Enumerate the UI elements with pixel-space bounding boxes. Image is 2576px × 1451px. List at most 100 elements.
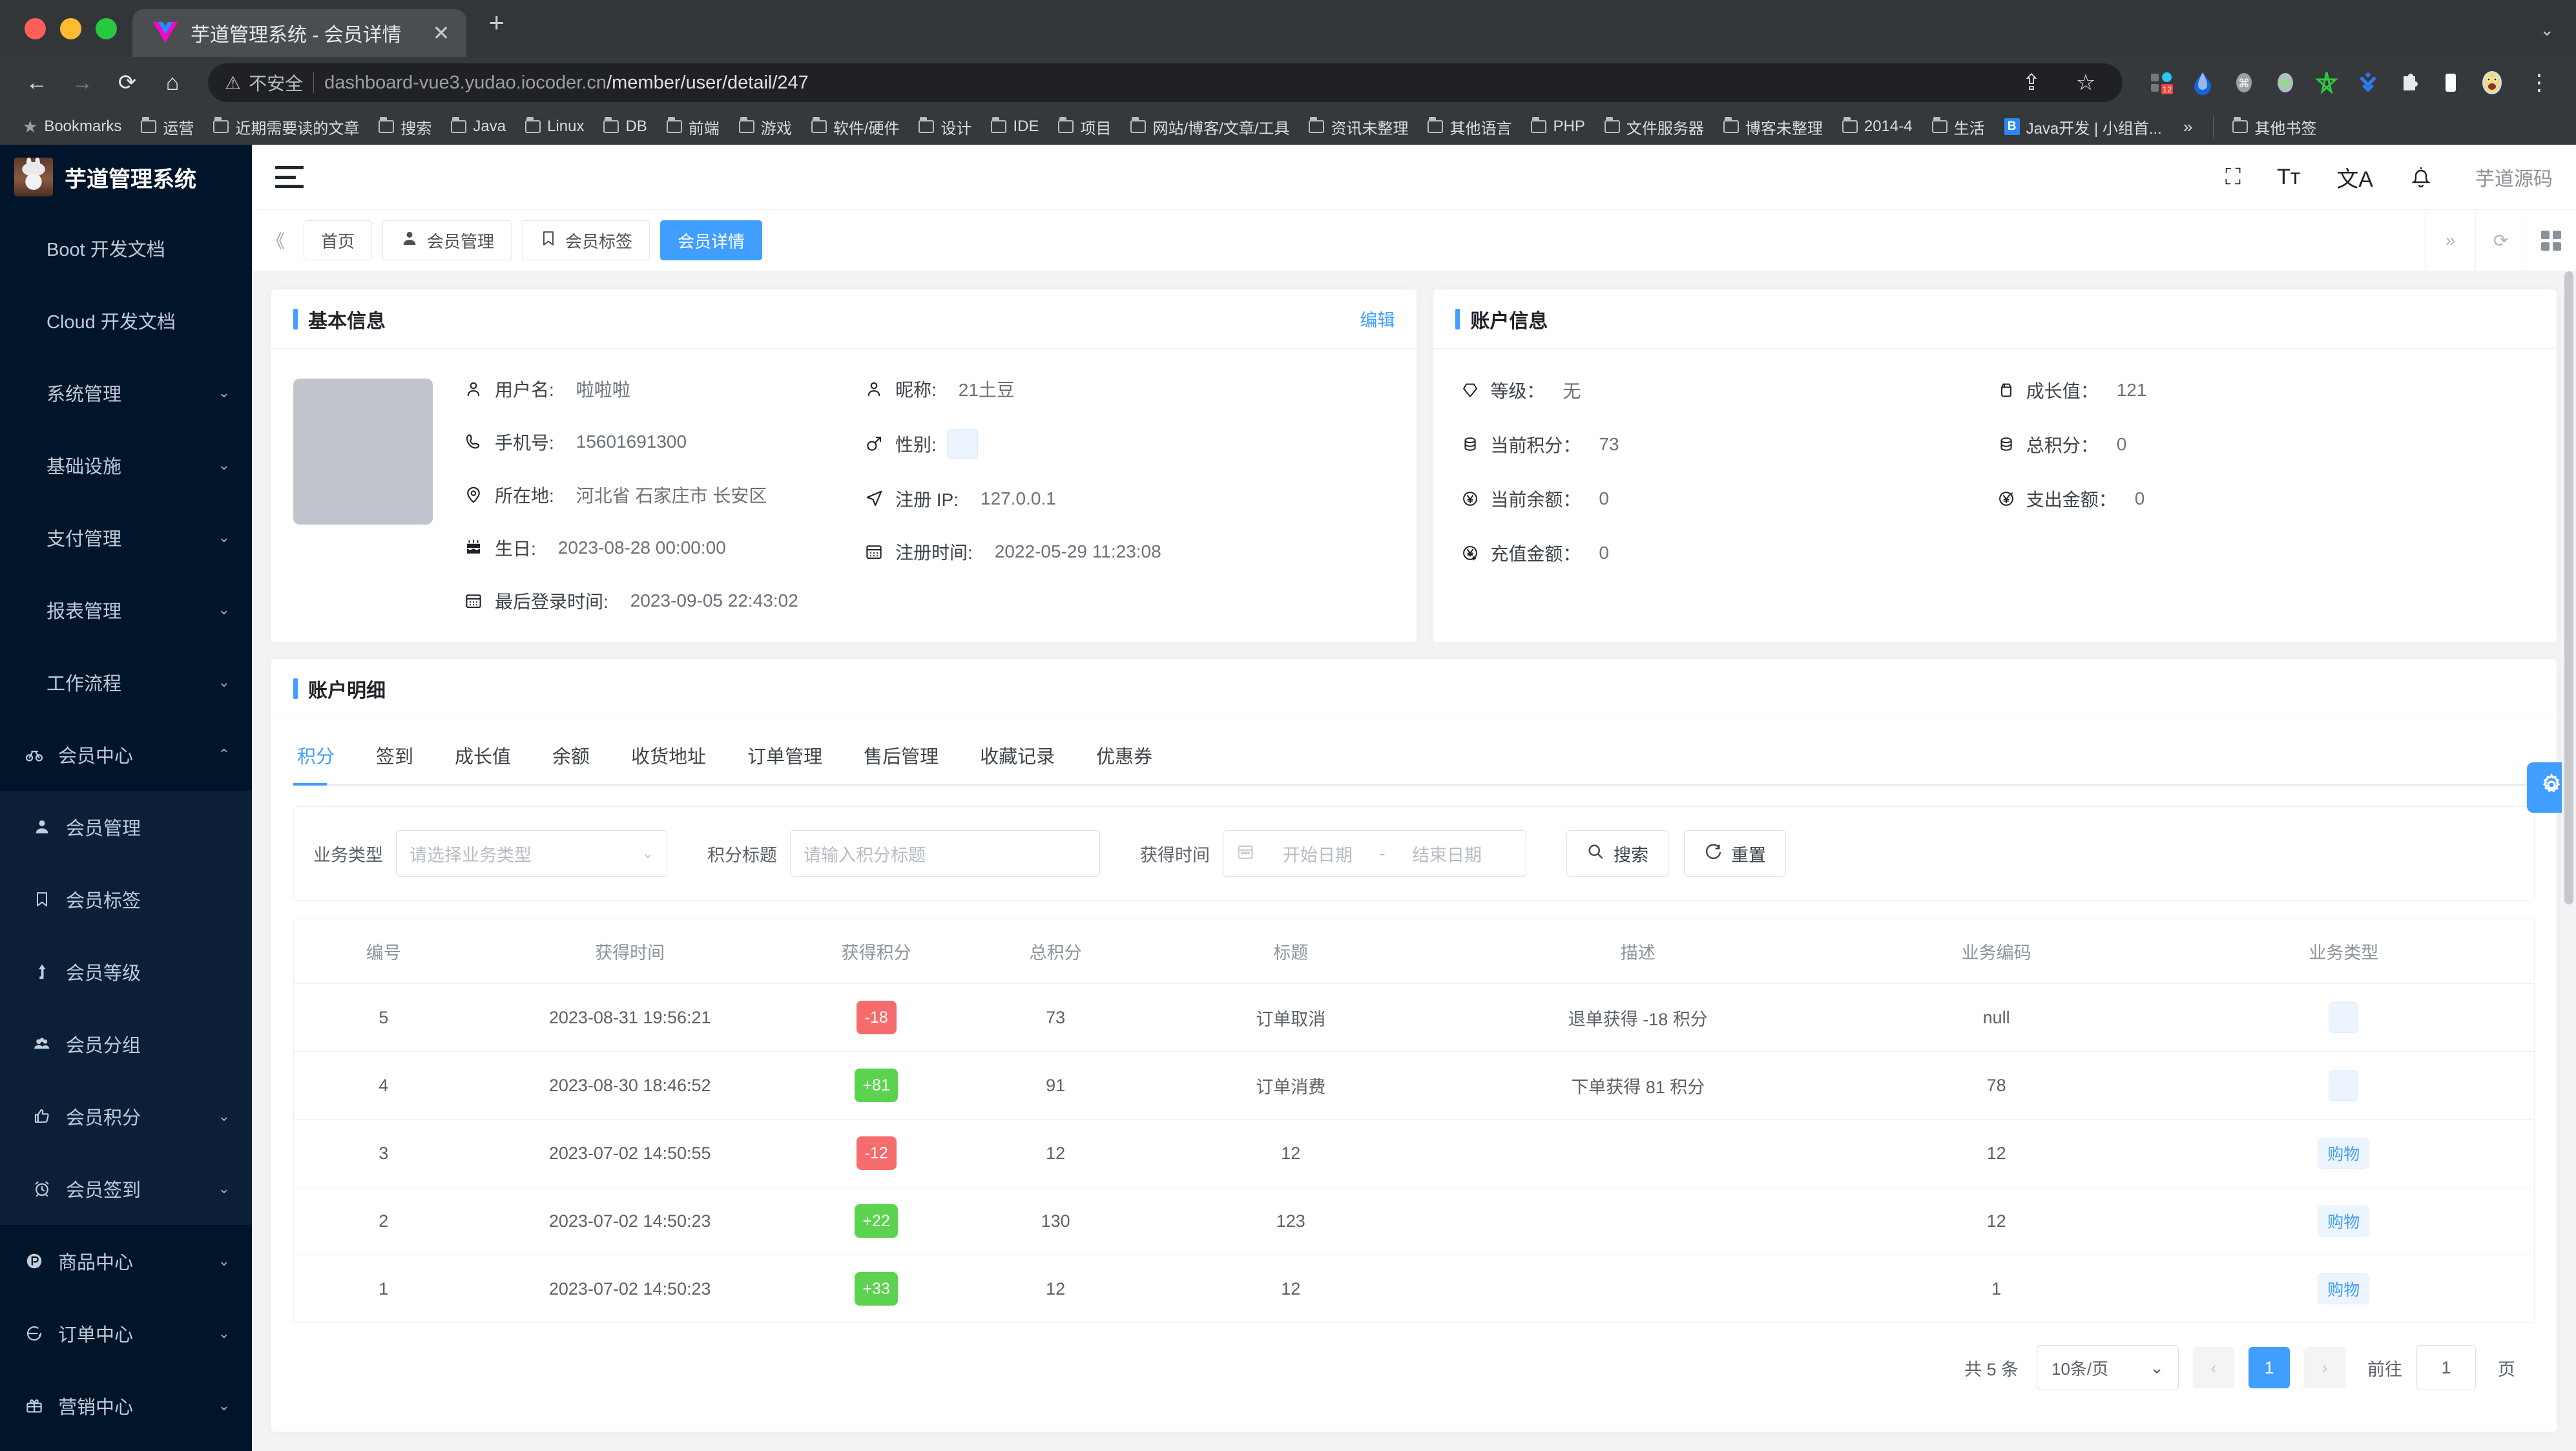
biztype-select[interactable]: 请选择业务类型 ⌄ — [396, 830, 667, 877]
browser-tab[interactable]: 芋道管理系统 - 会员详情 ✕ — [132, 9, 467, 57]
forward-icon[interactable]: → — [71, 70, 93, 95]
bookmark-folder[interactable]: 软件/硬件 — [803, 112, 908, 141]
sidebar-item-13[interactable]: 会员签到 ⌄ — [0, 1153, 252, 1225]
bookmarks-overflow-icon[interactable]: » — [2183, 116, 2193, 136]
sidebar-item-2[interactable]: 系统管理 ⌄ — [0, 357, 252, 429]
bookmark-folder[interactable]: 网站/博客/文章/工具 — [1122, 112, 1298, 141]
table-row[interactable]: 4 2023-08-30 18:46:52 +81 91 订单消费 下单获得 81 积分 7… — [294, 1051, 2534, 1120]
extension-puzzle-icon[interactable] — [2395, 68, 2424, 97]
extension-command-icon[interactable]: ⌘ — [2230, 68, 2258, 97]
sidebar-item-8[interactable]: 会员管理 — [0, 791, 252, 863]
detail-tab-3[interactable]: 余额 — [552, 747, 590, 767]
page-size-select[interactable]: 10条/页 ⌄ — [2037, 1345, 2179, 1390]
extension-grid-icon[interactable]: 12 — [2147, 68, 2176, 97]
reset-button[interactable]: 重置 — [1684, 830, 1786, 877]
sidebar-item-5[interactable]: 报表管理 ⌄ — [0, 574, 252, 646]
sidebar-item-12[interactable]: 会员积分 ⌄ — [0, 1080, 252, 1153]
translate-icon[interactable]: 文A — [2336, 167, 2373, 192]
sidebar-item-1[interactable]: Cloud 开发文档 — [0, 284, 252, 357]
bookmark-folder[interactable]: 搜索 — [370, 112, 440, 141]
profile-avatar[interactable] — [2478, 68, 2506, 97]
prev-page-button[interactable]: ‹ — [2193, 1347, 2234, 1388]
scrollbar-thumb[interactable] — [2564, 271, 2573, 904]
extension-green-dot-icon[interactable] — [2271, 68, 2300, 97]
notification-bell-icon[interactable] — [2409, 165, 2433, 189]
menu-collapse-icon[interactable] — [275, 166, 304, 188]
browser-menu-icon[interactable]: ⋮ — [2528, 70, 2550, 95]
edit-link[interactable]: 编辑 — [1360, 311, 1395, 330]
detail-tab-4[interactable]: 收货地址 — [631, 747, 707, 767]
maximize-window-button[interactable] — [96, 17, 117, 39]
table-row[interactable]: 2 2023-07-02 14:50:23 +22 130 123 12 购物 — [294, 1187, 2534, 1255]
sidebar-item-4[interactable]: 支付管理 ⌄ — [0, 501, 252, 574]
bookmark-link[interactable]: B Java开发 | 小组首... — [1996, 112, 2170, 141]
bookmark-folder[interactable]: Java — [442, 112, 514, 141]
insecure-badge[interactable]: ⚠ 不安全 — [225, 70, 303, 96]
detail-tab-5[interactable]: 订单管理 — [747, 747, 823, 767]
extension-chevrons-down-icon[interactable] — [2354, 68, 2382, 97]
view-tab-0[interactable]: 首页 — [304, 220, 373, 260]
bookmark-folder[interactable]: 生活 — [1924, 112, 1993, 141]
points-title-input[interactable]: 请输入积分标题 — [790, 830, 1100, 877]
table-row[interactable]: 3 2023-07-02 14:50:55 -12 12 12 12 购物 — [294, 1119, 2534, 1187]
sidebar-item-16[interactable]: 营销中心 ⌄ — [0, 1370, 252, 1442]
sidebar-item-10[interactable]: 会员等级 — [0, 935, 252, 1008]
detail-tab-6[interactable]: 售后管理 — [864, 747, 939, 767]
share-icon[interactable]: ⇪ — [2022, 70, 2041, 95]
sidebar-item-11[interactable]: 会员分组 — [0, 1008, 252, 1080]
grid-layout-icon[interactable] — [2526, 209, 2576, 271]
extension-drop-icon[interactable] — [2188, 68, 2217, 97]
chevron-down-icon[interactable]: ⌄ — [2540, 20, 2554, 39]
detail-tab-2[interactable]: 成长值 — [455, 747, 512, 767]
search-button[interactable]: 搜索 — [1566, 830, 1668, 877]
bookmark-folder[interactable]: 近期需要读的文章 — [205, 112, 368, 141]
bookmark-root[interactable]: ★ Bookmarks — [14, 112, 130, 141]
page-number-1[interactable]: 1 — [2249, 1347, 2290, 1388]
sidebar-item-6[interactable]: 工作流程 ⌄ — [0, 646, 252, 718]
detail-tab-0[interactable]: 积分 — [293, 742, 355, 786]
bookmark-folder[interactable]: PHP — [1522, 112, 1593, 141]
sidebar-item-9[interactable]: 会员标签 — [0, 863, 252, 935]
view-tab-1[interactable]: 会员管理 — [382, 220, 512, 260]
refresh-icon[interactable]: ⟳ — [2475, 209, 2526, 271]
fullscreen-icon[interactable]: ⛶ — [2225, 164, 2241, 189]
sidebar-item-0[interactable]: Boot 开发文档 — [0, 212, 252, 284]
bookmark-folder[interactable]: 博客未整理 — [1715, 112, 1831, 141]
bookmark-folder[interactable]: 2014-4 — [1834, 112, 1921, 141]
detail-tab-1[interactable]: 签到 — [376, 747, 414, 767]
page-scrollbar[interactable] — [2562, 271, 2576, 1451]
bookmark-folder[interactable]: IDE — [982, 112, 1047, 141]
home-icon[interactable]: ⌂ — [165, 70, 180, 95]
address-bar[interactable]: ⚠ 不安全 dashboard-vue3.yudao.iocoder.cn/me… — [208, 63, 2123, 102]
table-row[interactable]: 1 2023-07-02 14:50:23 +33 12 12 1 购物 — [294, 1255, 2534, 1322]
bookmark-folder[interactable]: Linux — [517, 112, 592, 141]
next-page-button[interactable]: › — [2304, 1347, 2345, 1388]
bookmark-folder[interactable]: 游戏 — [731, 112, 800, 141]
minimize-window-button[interactable] — [60, 17, 81, 39]
detail-tab-8[interactable]: 优惠券 — [1096, 747, 1153, 767]
bookmark-folder[interactable]: 资讯未整理 — [1300, 112, 1417, 141]
reload-icon[interactable]: ⟳ — [118, 70, 137, 95]
tabs-more-icon[interactable]: » — [2425, 209, 2475, 271]
view-tab-3[interactable]: 会员详情 — [660, 220, 763, 260]
sidebar-item-3[interactable]: 基础设施 ⌄ — [0, 429, 252, 501]
bookmark-folder[interactable]: 前端 — [658, 112, 728, 141]
goto-page-input[interactable]: 1 — [2416, 1345, 2476, 1390]
extension-star-icon[interactable] — [2312, 68, 2341, 97]
other-bookmarks-folder[interactable]: 其他书签 — [2224, 112, 2325, 141]
table-row[interactable]: 5 2023-08-31 19:56:21 -18 73 订单取消 退单获得 -18 积分… — [294, 983, 2534, 1052]
close-icon[interactable]: ✕ — [432, 21, 450, 45]
bookmark-folder[interactable]: 文件服务器 — [1596, 112, 1712, 141]
sidebar-item-17[interactable]: 公众号管理⌄ — [0, 1442, 252, 1451]
close-window-button[interactable] — [25, 17, 46, 39]
font-size-icon[interactable]: Tт — [2276, 164, 2301, 189]
sidebar-item-15[interactable]: 订单中心 ⌄ — [0, 1297, 252, 1370]
bookmark-star-icon[interactable]: ☆ — [2075, 70, 2096, 95]
sidebar-item-14[interactable]: 商品中心 ⌄ — [0, 1225, 252, 1297]
user-name-label[interactable]: 芋道源码 — [2475, 169, 2553, 190]
detail-tab-7[interactable]: 收藏记录 — [980, 747, 1055, 767]
window-controls[interactable] — [18, 0, 132, 57]
date-range-picker[interactable]: 开始日期 - 结束日期 — [1223, 830, 1526, 877]
tabs-scroll-left-icon[interactable]: 《 — [266, 231, 285, 251]
bookmark-folder[interactable]: 其他语言 — [1419, 112, 1520, 141]
